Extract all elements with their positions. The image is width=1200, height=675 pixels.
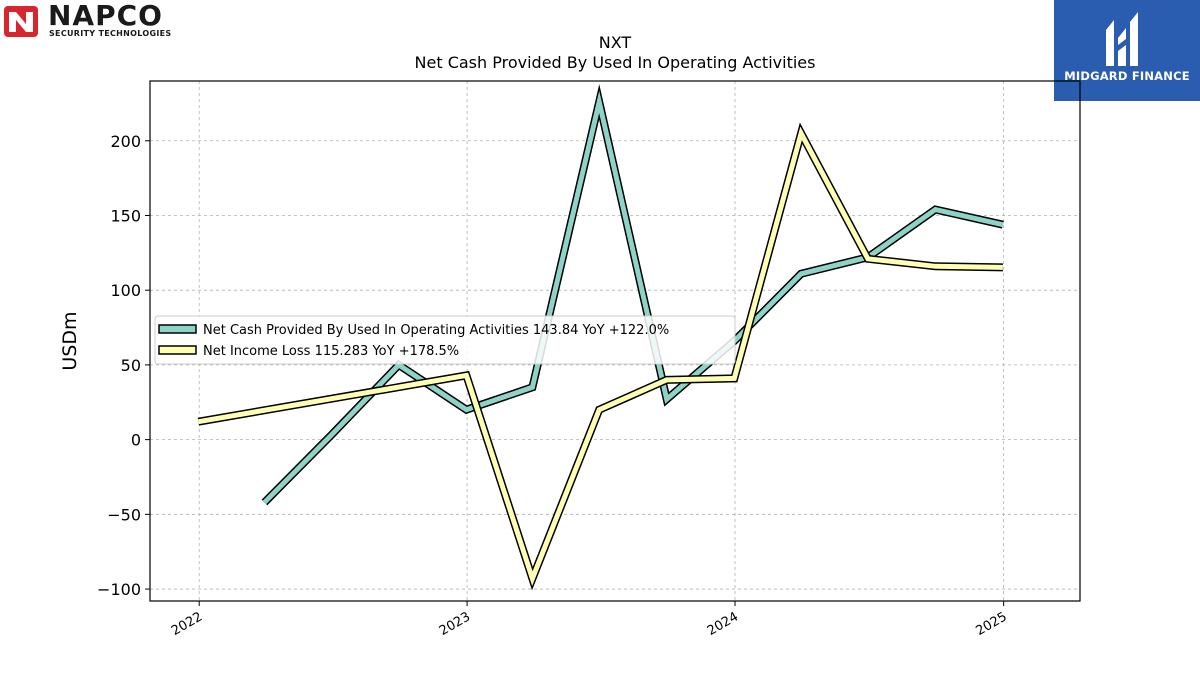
x-tick-label: 2023 [437,609,473,639]
series-line [197,126,1003,586]
y-tick-label: 150 [110,206,141,225]
legend-swatch [158,324,197,334]
y-axis-label: USDm [59,311,81,370]
legend-label: Net Income Loss 115.283 YoY +178.5% [203,344,459,359]
napco-n-icon [4,6,38,37]
series-line [262,90,1004,505]
y-tick-label: −50 [107,505,141,524]
x-tick-label: 2022 [169,609,205,639]
chart-subtitle: Net Cash Provided By Used In Operating A… [415,53,816,72]
y-tick-label: 50 [121,356,141,375]
napco-brand: NAPCO [48,0,163,32]
legend: Net Cash Provided By Used In Operating A… [154,315,736,365]
midgard-logo: MIDGARD FINANCE [1054,0,1200,101]
legend-swatch [158,345,197,355]
x-tick-label: 2024 [705,609,741,639]
napco-tagline: SECURITY TECHNOLOGIES [49,29,172,38]
y-tick-label: 100 [110,281,141,300]
y-tick-label: 0 [131,431,141,450]
y-tick-label: 200 [110,132,141,151]
chart-title: NXT [599,33,632,52]
plot-frame [149,80,1081,602]
midgard-m-icon [1106,12,1138,66]
series-line-outline [261,84,1004,506]
y-tick-label: −100 [97,580,141,599]
napco-logo: NAPCO SECURITY TECHNOLOGIES [4,0,214,40]
midgard-brand: MIDGARD FINANCE [1064,69,1190,83]
legend-label: Net Cash Provided By Used In Operating A… [203,323,669,338]
legend-box [154,315,736,365]
x-tick-label: 2025 [974,609,1010,639]
